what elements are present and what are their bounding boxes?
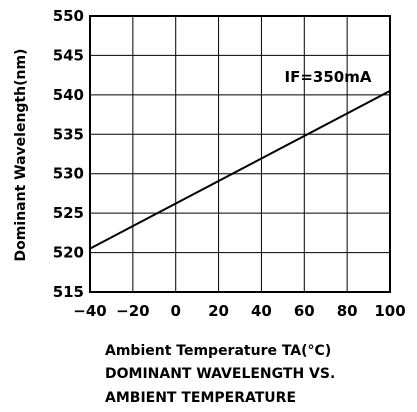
x-tick-label: 40 — [251, 302, 272, 320]
x-tick-label: 20 — [208, 302, 229, 320]
caption-line-2: AMBIENT TEMPERATURE — [105, 390, 296, 406]
series-line — [89, 90, 391, 250]
y-tick-labels: 515 520 525 530 535 540 545 550 — [53, 7, 84, 301]
y-tick-label: 520 — [53, 244, 84, 262]
x-axis-label: Ambient Temperature TA(°C) — [105, 343, 331, 359]
series-layer — [89, 90, 391, 250]
caption-line-1: DOMINANT WAVELENGTH VS. — [105, 366, 335, 382]
x-tick-label: 100 — [374, 302, 405, 320]
y-tick-label: 515 — [53, 283, 84, 301]
grid — [90, 16, 390, 292]
plot-frame — [89, 15, 391, 293]
x-tick-labels: −40 −20 0 20 40 60 80 100 — [73, 302, 405, 320]
y-tick-label: 545 — [53, 46, 84, 64]
y-tick-label: 550 — [53, 7, 84, 25]
x-tick-label: 60 — [294, 302, 315, 320]
series-annotation: IF=350mA — [285, 68, 372, 86]
y-axis-label: Dominant Wavelength(nm) — [13, 49, 29, 262]
x-tick-label: 80 — [337, 302, 358, 320]
y-tick-label: 540 — [53, 86, 84, 104]
x-tick-label: 0 — [170, 302, 180, 320]
y-tick-label: 530 — [53, 165, 84, 183]
y-tick-label: 535 — [53, 125, 84, 143]
x-tick-label: −20 — [116, 302, 149, 320]
x-tick-label: −40 — [73, 302, 106, 320]
y-tick-label: 525 — [53, 204, 84, 222]
